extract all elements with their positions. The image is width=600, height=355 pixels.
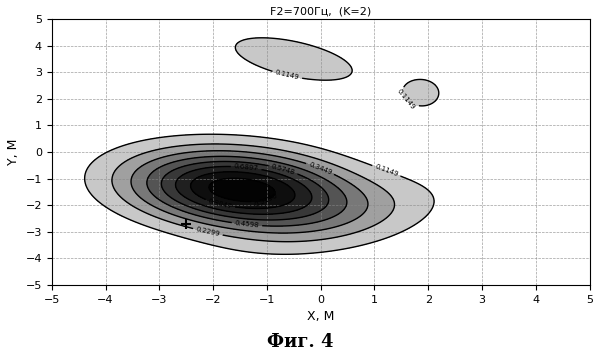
Text: 0.5748: 0.5748 xyxy=(271,163,296,176)
Title: F2=700Гц,  (K=2): F2=700Гц, (K=2) xyxy=(270,7,371,17)
Text: 0.1149: 0.1149 xyxy=(396,88,416,111)
Text: Фиг. 4: Фиг. 4 xyxy=(267,333,333,351)
Text: 0.1149: 0.1149 xyxy=(374,164,399,178)
Text: 0.8047: 0.8047 xyxy=(208,198,233,210)
Y-axis label: Y, М: Y, М xyxy=(7,139,20,165)
Text: 0.6897: 0.6897 xyxy=(233,163,259,172)
Text: 0.3449: 0.3449 xyxy=(308,161,333,176)
Text: 0.1149: 0.1149 xyxy=(274,70,300,81)
Text: 0.9196: 0.9196 xyxy=(254,192,279,207)
Text: 0.4598: 0.4598 xyxy=(235,220,259,229)
Text: 0.2299: 0.2299 xyxy=(195,226,220,237)
X-axis label: X, М: X, М xyxy=(307,310,334,323)
